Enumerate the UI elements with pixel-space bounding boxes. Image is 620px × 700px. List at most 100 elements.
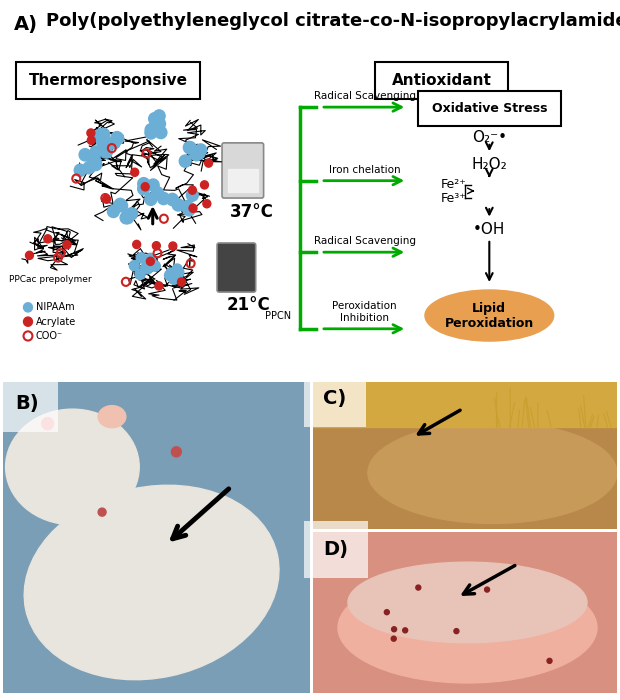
- Circle shape: [187, 189, 198, 202]
- Circle shape: [98, 508, 106, 516]
- Text: Iron chelation: Iron chelation: [329, 164, 401, 174]
- Circle shape: [164, 270, 174, 281]
- Circle shape: [138, 183, 149, 195]
- Text: PPCac prepolymer: PPCac prepolymer: [9, 274, 92, 284]
- Circle shape: [391, 636, 396, 641]
- Circle shape: [183, 204, 195, 216]
- Circle shape: [97, 136, 108, 148]
- Circle shape: [126, 208, 138, 220]
- Circle shape: [179, 155, 191, 167]
- Text: O₂⁻•: O₂⁻•: [472, 130, 507, 146]
- Text: Thermoresponsive: Thermoresponsive: [29, 73, 188, 88]
- Circle shape: [172, 264, 182, 274]
- Circle shape: [131, 168, 139, 176]
- Circle shape: [181, 201, 193, 213]
- Circle shape: [96, 134, 108, 147]
- Circle shape: [174, 267, 184, 277]
- Text: A): A): [14, 15, 38, 34]
- Text: Radical Scavenging: Radical Scavenging: [314, 236, 415, 246]
- Text: NIPAAm: NIPAAm: [36, 302, 74, 312]
- Circle shape: [203, 199, 211, 208]
- Ellipse shape: [6, 409, 140, 525]
- Circle shape: [24, 303, 32, 312]
- Circle shape: [90, 146, 102, 158]
- Circle shape: [184, 141, 195, 154]
- Circle shape: [166, 268, 176, 279]
- Circle shape: [114, 198, 126, 211]
- Text: C): C): [323, 389, 347, 407]
- Circle shape: [116, 199, 128, 212]
- Circle shape: [171, 447, 181, 457]
- Text: Radical Scavenging: Radical Scavenging: [314, 91, 415, 101]
- Circle shape: [166, 193, 178, 206]
- Circle shape: [166, 269, 175, 279]
- Circle shape: [112, 132, 124, 145]
- Circle shape: [107, 205, 120, 218]
- Text: Antioxidant: Antioxidant: [392, 73, 492, 88]
- Circle shape: [108, 136, 120, 149]
- Ellipse shape: [338, 573, 597, 683]
- FancyBboxPatch shape: [16, 62, 200, 99]
- Circle shape: [416, 585, 421, 590]
- Circle shape: [89, 155, 101, 167]
- Circle shape: [122, 211, 134, 224]
- Text: H₂O₂: H₂O₂: [471, 157, 507, 172]
- Circle shape: [149, 113, 161, 125]
- Circle shape: [205, 159, 213, 167]
- Circle shape: [87, 129, 95, 137]
- Circle shape: [145, 193, 157, 205]
- Text: COO⁻: COO⁻: [36, 331, 63, 341]
- Circle shape: [151, 187, 164, 199]
- Text: Fe³⁺: Fe³⁺: [441, 192, 467, 204]
- Circle shape: [133, 240, 141, 248]
- Circle shape: [384, 610, 389, 615]
- Text: Oxidative Stress: Oxidative Stress: [432, 102, 547, 115]
- Circle shape: [200, 181, 208, 189]
- Circle shape: [454, 629, 459, 634]
- Circle shape: [79, 148, 91, 161]
- Text: Poly(polyethyleneglycol citrate-co-N-isopropylacrylamide): Poly(polyethyleneglycol citrate-co-N-iso…: [46, 12, 620, 30]
- Circle shape: [98, 128, 110, 141]
- Bar: [313, 382, 617, 427]
- Circle shape: [141, 183, 149, 191]
- Circle shape: [150, 261, 160, 271]
- Circle shape: [155, 282, 163, 290]
- FancyBboxPatch shape: [222, 143, 264, 198]
- Text: 21°C: 21°C: [227, 296, 270, 314]
- Circle shape: [146, 258, 154, 265]
- Circle shape: [140, 264, 150, 274]
- Circle shape: [189, 204, 197, 212]
- Circle shape: [547, 658, 552, 664]
- Circle shape: [172, 199, 184, 211]
- Circle shape: [97, 143, 109, 155]
- Circle shape: [94, 130, 105, 141]
- Ellipse shape: [368, 422, 617, 524]
- Circle shape: [63, 241, 71, 248]
- Text: D): D): [323, 540, 348, 559]
- Circle shape: [103, 195, 110, 203]
- Circle shape: [145, 127, 157, 139]
- Ellipse shape: [98, 405, 126, 428]
- Circle shape: [402, 628, 408, 633]
- Text: Acrylate: Acrylate: [36, 316, 76, 327]
- Circle shape: [177, 278, 185, 286]
- Text: Peroxidation
Inhibition: Peroxidation Inhibition: [332, 301, 397, 323]
- Circle shape: [100, 146, 112, 158]
- Circle shape: [87, 136, 95, 144]
- FancyBboxPatch shape: [376, 62, 508, 99]
- Bar: [228, 169, 258, 192]
- Circle shape: [111, 132, 123, 144]
- Circle shape: [172, 271, 182, 281]
- Circle shape: [392, 626, 397, 632]
- Circle shape: [87, 158, 99, 170]
- Circle shape: [120, 211, 132, 224]
- Circle shape: [153, 110, 165, 122]
- Text: B): B): [15, 393, 38, 412]
- Circle shape: [146, 253, 156, 263]
- Circle shape: [190, 148, 202, 161]
- Circle shape: [143, 258, 153, 268]
- Circle shape: [485, 587, 490, 592]
- Text: Lipid
Peroxidation: Lipid Peroxidation: [445, 302, 534, 330]
- Ellipse shape: [425, 290, 554, 341]
- Circle shape: [157, 193, 169, 204]
